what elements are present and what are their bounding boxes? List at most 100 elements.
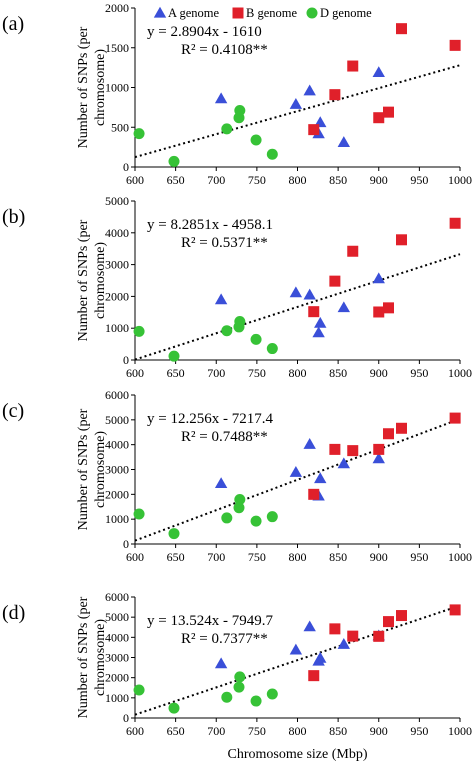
x-tick-label: 750 — [248, 550, 266, 564]
x-tick-label: 1000 — [448, 366, 472, 380]
y-tick-label: 6000 — [105, 590, 129, 604]
x-tick-label: 750 — [248, 173, 266, 187]
y-tick-label: 5000 — [105, 194, 129, 208]
data-point — [337, 637, 351, 649]
data-point — [329, 623, 341, 635]
data-point — [449, 604, 461, 616]
x-tick-label: 950 — [410, 550, 428, 564]
r-squared: R² = 0.7377** — [181, 631, 268, 647]
x-tick-label: 850 — [329, 173, 347, 187]
x-tick-label: 850 — [329, 550, 347, 564]
chart-panel: 0 1000 2000 3000 4000 5000 6000 600 650 700 750 800… — [2, 388, 472, 564]
x-tick-label: 700 — [207, 366, 225, 380]
regression-equation: y = 13.524x - 7949.7 — [147, 613, 273, 629]
y-tick-label: 500 — [111, 120, 129, 134]
data-point — [168, 350, 180, 362]
data-point — [308, 488, 320, 500]
data-point — [233, 502, 245, 514]
x-tick-label: 700 — [207, 550, 225, 564]
data-point — [396, 610, 407, 622]
data-point — [347, 445, 359, 457]
data-point — [314, 316, 327, 328]
regression-equation: y = 8.2851x - 4958.1 — [147, 217, 273, 233]
r-squared: R² = 0.5371** — [181, 235, 268, 251]
y-axis-label-line: Number of SNPs (per — [76, 596, 91, 718]
y-tick-label: 4000 — [105, 438, 129, 452]
y-tick-label: 6000 — [105, 388, 129, 402]
x-tick-label: 850 — [329, 366, 347, 380]
y-tick-label: 0 — [123, 353, 129, 367]
data-point — [214, 477, 228, 489]
chart-panel: 0 1000 2000 3000 4000 5000 6000 600 650 700 750 800… — [2, 590, 472, 762]
data-point — [372, 66, 385, 78]
data-point — [250, 333, 262, 345]
y-axis-label-line: chromosome) — [93, 242, 108, 319]
x-tick-label: 700 — [207, 724, 225, 738]
x-tick-label: 800 — [289, 550, 307, 564]
x-tick-label: 1000 — [448, 724, 472, 738]
x-tick-label: 1000 — [448, 173, 472, 187]
data-point — [373, 112, 385, 124]
y-tick-label: 1000 — [105, 691, 129, 705]
data-point — [133, 325, 145, 337]
data-point — [250, 515, 262, 527]
legend-label: D genome — [320, 6, 372, 20]
data-point — [373, 630, 385, 642]
x-tick-label: 950 — [410, 724, 428, 738]
y-tick-label: 0 — [123, 711, 129, 725]
data-point — [314, 651, 327, 663]
data-point — [337, 301, 351, 313]
x-tick-label: 750 — [248, 724, 266, 738]
y-tick-label: 3000 — [105, 258, 129, 272]
data-point — [266, 688, 278, 700]
data-point — [308, 306, 320, 318]
data-point — [347, 245, 359, 257]
data-point — [383, 428, 394, 440]
x-tick-label: 1000 — [448, 550, 472, 564]
data-point — [308, 670, 320, 682]
x-tick-label: 650 — [167, 173, 185, 187]
x-tick-label: 850 — [329, 724, 347, 738]
x-tick-label: 950 — [410, 366, 428, 380]
data-point — [289, 643, 303, 655]
y-tick-label: 1500 — [105, 41, 129, 55]
data-point — [308, 124, 320, 136]
data-point — [396, 234, 407, 246]
trendline — [134, 64, 461, 159]
data-point — [289, 97, 303, 109]
y-tick-label: 4000 — [105, 226, 129, 240]
data-point — [250, 695, 262, 707]
data-point — [347, 60, 359, 72]
data-point — [168, 528, 180, 540]
legend-marker — [232, 7, 244, 19]
chart-panel: 0 1000 2000 3000 4000 5000 600 650 700 750 800 850 9… — [2, 194, 472, 380]
data-point — [449, 412, 461, 424]
data-point — [221, 512, 233, 524]
data-point — [289, 466, 303, 477]
x-tick-label: 950 — [410, 173, 428, 187]
x-tick-label: 800 — [289, 724, 307, 738]
data-point — [233, 681, 245, 693]
y-axis-label-line: chromosome) — [93, 49, 108, 126]
y-tick-label: 1000 — [105, 81, 129, 95]
data-point — [312, 326, 325, 338]
data-point — [449, 39, 461, 51]
panel-label: (c) — [2, 400, 24, 422]
y-axis-label: Number of SNPs (per chromosome) — [76, 26, 108, 148]
legend-label: A genome — [168, 6, 219, 20]
y-axis-label: Number of SNPs (per chromosome) — [76, 219, 108, 341]
data-point — [214, 657, 228, 669]
data-point — [266, 343, 278, 355]
x-tick-label: 650 — [167, 724, 185, 738]
data-point — [133, 508, 145, 520]
data-point — [329, 275, 341, 287]
y-axis-label-line: Number of SNPs (per — [76, 219, 91, 341]
data-point — [133, 128, 145, 140]
y-tick-label: 5000 — [105, 413, 129, 427]
panel-label: (b) — [2, 206, 25, 228]
x-tick-label: 650 — [167, 366, 185, 380]
data-point — [303, 620, 316, 632]
x-tick-label: 700 — [207, 173, 225, 187]
x-tick-label: 650 — [167, 550, 185, 564]
data-point — [303, 437, 316, 449]
